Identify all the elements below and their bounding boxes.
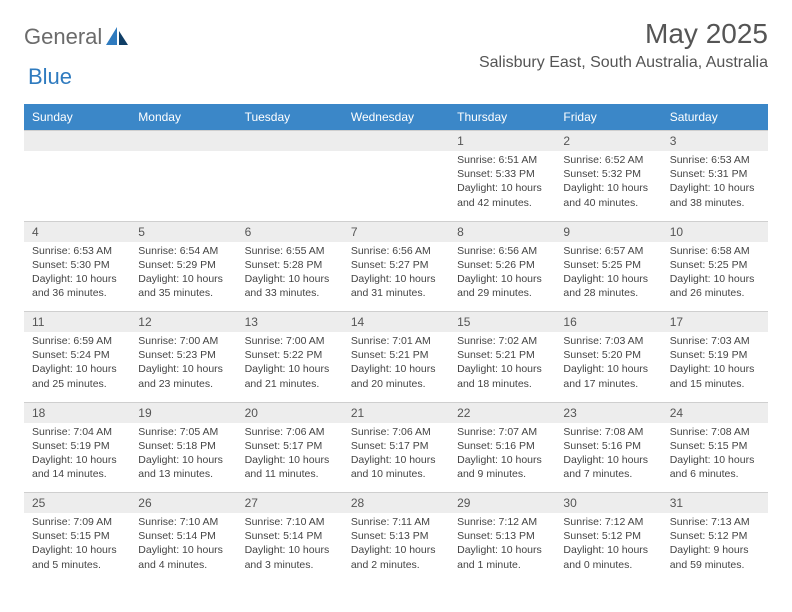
day-number-cell [237,131,343,152]
day-content-cell: Sunrise: 7:08 AMSunset: 5:16 PMDaylight:… [555,423,661,493]
day-content-cell: Sunrise: 6:55 AMSunset: 5:28 PMDaylight:… [237,242,343,312]
day-number-cell: 21 [343,402,449,423]
logo-sail-icon [104,25,130,50]
day-content-cell: Sunrise: 7:06 AMSunset: 5:17 PMDaylight:… [237,423,343,493]
day-content-cell: Sunrise: 7:10 AMSunset: 5:14 PMDaylight:… [130,513,236,583]
day-content-row: Sunrise: 6:51 AMSunset: 5:33 PMDaylight:… [24,151,768,221]
day-content-cell: Sunrise: 7:07 AMSunset: 5:16 PMDaylight:… [449,423,555,493]
day-number-cell: 14 [343,312,449,333]
day-content-cell: Sunrise: 6:56 AMSunset: 5:26 PMDaylight:… [449,242,555,312]
day-number-cell: 6 [237,221,343,242]
day-number-cell: 16 [555,312,661,333]
day-number-cell: 5 [130,221,236,242]
weekday-header: Wednesday [343,104,449,131]
day-content-row: Sunrise: 7:09 AMSunset: 5:15 PMDaylight:… [24,513,768,583]
day-content-cell: Sunrise: 7:05 AMSunset: 5:18 PMDaylight:… [130,423,236,493]
day-number-cell: 19 [130,402,236,423]
day-content-row: Sunrise: 6:53 AMSunset: 5:30 PMDaylight:… [24,242,768,312]
weekday-header: Friday [555,104,661,131]
day-number-cell: 27 [237,493,343,514]
day-number-cell: 18 [24,402,130,423]
logo-text-right: Blue [28,64,772,90]
day-number-cell: 1 [449,131,555,152]
logo: General [24,24,132,50]
day-content-cell: Sunrise: 7:03 AMSunset: 5:19 PMDaylight:… [662,332,768,402]
day-number-cell: 12 [130,312,236,333]
day-content-cell: Sunrise: 6:51 AMSunset: 5:33 PMDaylight:… [449,151,555,221]
day-content-cell: Sunrise: 7:03 AMSunset: 5:20 PMDaylight:… [555,332,661,402]
day-content-cell: Sunrise: 7:10 AMSunset: 5:14 PMDaylight:… [237,513,343,583]
day-content-row: Sunrise: 7:04 AMSunset: 5:19 PMDaylight:… [24,423,768,493]
day-content-cell: Sunrise: 6:56 AMSunset: 5:27 PMDaylight:… [343,242,449,312]
day-number-cell [24,131,130,152]
day-number-cell: 8 [449,221,555,242]
weekday-header: Thursday [449,104,555,131]
day-number-cell: 25 [24,493,130,514]
day-number-cell: 15 [449,312,555,333]
day-content-cell: Sunrise: 7:13 AMSunset: 5:12 PMDaylight:… [662,513,768,583]
day-number-cell: 4 [24,221,130,242]
day-content-cell: Sunrise: 7:02 AMSunset: 5:21 PMDaylight:… [449,332,555,402]
day-number-cell: 30 [555,493,661,514]
day-content-cell [343,151,449,221]
day-content-cell: Sunrise: 7:12 AMSunset: 5:13 PMDaylight:… [449,513,555,583]
day-content-cell: Sunrise: 7:11 AMSunset: 5:13 PMDaylight:… [343,513,449,583]
day-content-cell: Sunrise: 7:06 AMSunset: 5:17 PMDaylight:… [343,423,449,493]
day-content-cell: Sunrise: 7:01 AMSunset: 5:21 PMDaylight:… [343,332,449,402]
weekday-header-row: SundayMondayTuesdayWednesdayThursdayFrid… [24,104,768,131]
day-content-cell: Sunrise: 6:53 AMSunset: 5:30 PMDaylight:… [24,242,130,312]
day-number-cell: 20 [237,402,343,423]
day-content-cell: Sunrise: 6:58 AMSunset: 5:25 PMDaylight:… [662,242,768,312]
day-number-cell: 17 [662,312,768,333]
day-content-cell: Sunrise: 7:09 AMSunset: 5:15 PMDaylight:… [24,513,130,583]
day-content-cell: Sunrise: 7:00 AMSunset: 5:22 PMDaylight:… [237,332,343,402]
day-number-cell: 7 [343,221,449,242]
day-content-row: Sunrise: 6:59 AMSunset: 5:24 PMDaylight:… [24,332,768,402]
day-content-cell [237,151,343,221]
day-content-cell [24,151,130,221]
calendar-table: SundayMondayTuesdayWednesdayThursdayFrid… [24,104,768,583]
day-number-cell: 28 [343,493,449,514]
day-number-cell: 29 [449,493,555,514]
day-number-cell: 13 [237,312,343,333]
day-number-cell: 9 [555,221,661,242]
day-number-cell: 31 [662,493,768,514]
day-content-cell: Sunrise: 7:12 AMSunset: 5:12 PMDaylight:… [555,513,661,583]
day-content-cell: Sunrise: 6:57 AMSunset: 5:25 PMDaylight:… [555,242,661,312]
day-number-row: 18192021222324 [24,402,768,423]
day-content-cell: Sunrise: 6:53 AMSunset: 5:31 PMDaylight:… [662,151,768,221]
day-number-cell: 24 [662,402,768,423]
day-number-cell: 11 [24,312,130,333]
month-title: May 2025 [479,18,768,50]
day-number-row: 25262728293031 [24,493,768,514]
day-number-row: 11121314151617 [24,312,768,333]
day-number-cell [343,131,449,152]
weekday-header: Saturday [662,104,768,131]
day-content-cell: Sunrise: 6:54 AMSunset: 5:29 PMDaylight:… [130,242,236,312]
weekday-header: Tuesday [237,104,343,131]
day-number-cell: 22 [449,402,555,423]
day-number-cell [130,131,236,152]
day-content-cell: Sunrise: 7:08 AMSunset: 5:15 PMDaylight:… [662,423,768,493]
logo-text-left: General [24,24,102,50]
day-number-row: 123 [24,131,768,152]
day-content-cell: Sunrise: 6:52 AMSunset: 5:32 PMDaylight:… [555,151,661,221]
day-number-cell: 26 [130,493,236,514]
calendar-body: 123Sunrise: 6:51 AMSunset: 5:33 PMDaylig… [24,131,768,584]
weekday-header: Monday [130,104,236,131]
day-content-cell: Sunrise: 7:04 AMSunset: 5:19 PMDaylight:… [24,423,130,493]
day-number-row: 45678910 [24,221,768,242]
day-number-cell: 2 [555,131,661,152]
day-number-cell: 10 [662,221,768,242]
day-number-cell: 23 [555,402,661,423]
day-content-cell: Sunrise: 6:59 AMSunset: 5:24 PMDaylight:… [24,332,130,402]
day-content-cell [130,151,236,221]
weekday-header: Sunday [24,104,130,131]
day-number-cell: 3 [662,131,768,152]
day-content-cell: Sunrise: 7:00 AMSunset: 5:23 PMDaylight:… [130,332,236,402]
